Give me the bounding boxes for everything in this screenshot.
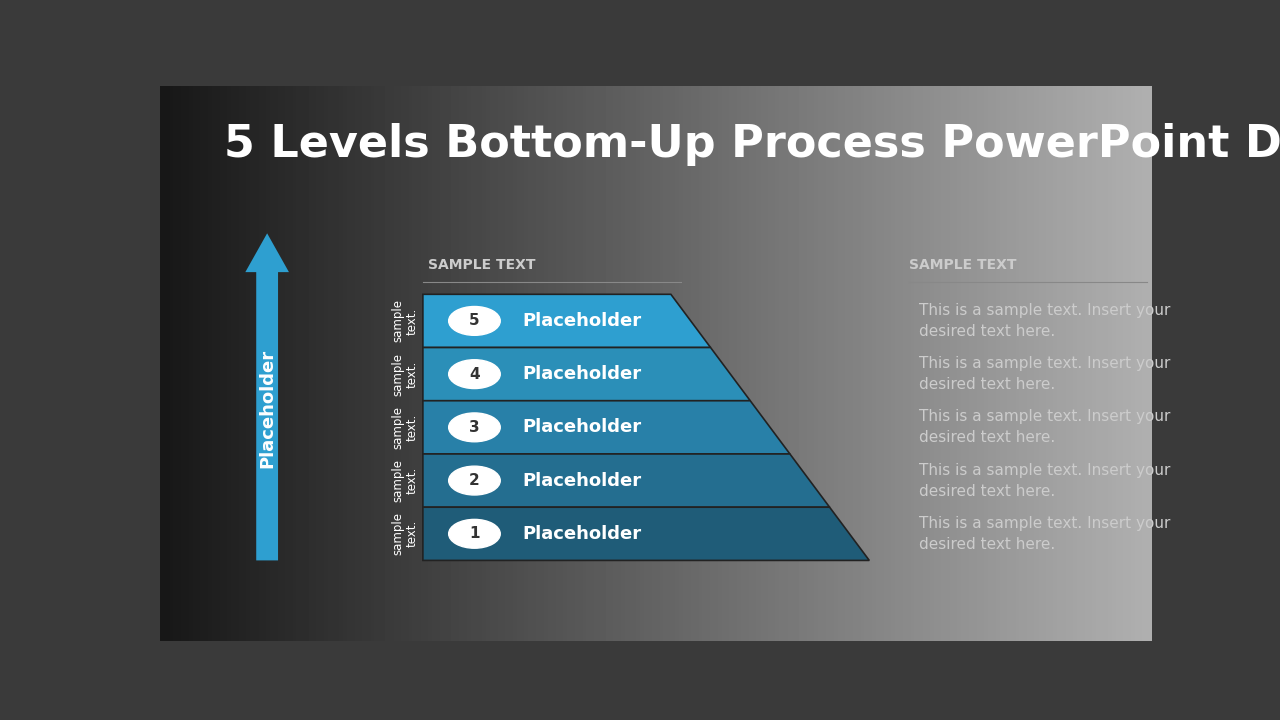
- Text: sample
text.: sample text.: [390, 406, 419, 449]
- Text: This is a sample text. Insert your
desired text here.: This is a sample text. Insert your desir…: [919, 356, 1170, 392]
- Text: 5: 5: [470, 313, 480, 328]
- Polygon shape: [246, 233, 289, 560]
- Polygon shape: [422, 401, 790, 454]
- Text: 2: 2: [468, 473, 480, 488]
- Text: Placeholder: Placeholder: [259, 348, 276, 467]
- Text: This is a sample text. Insert your
desired text here.: This is a sample text. Insert your desir…: [919, 462, 1170, 498]
- Polygon shape: [422, 454, 829, 507]
- Polygon shape: [422, 507, 869, 560]
- Text: 5 Levels Bottom-Up Process PowerPoint Diagram: 5 Levels Bottom-Up Process PowerPoint Di…: [224, 123, 1280, 166]
- Text: sample
text.: sample text.: [390, 459, 419, 502]
- Text: 1: 1: [470, 526, 480, 541]
- Text: sample
text.: sample text.: [390, 513, 419, 555]
- Circle shape: [449, 413, 500, 442]
- Text: Placeholder: Placeholder: [522, 365, 641, 383]
- Text: Placeholder: Placeholder: [522, 418, 641, 436]
- Text: 4: 4: [470, 366, 480, 382]
- Text: 3: 3: [470, 420, 480, 435]
- Text: sample
text.: sample text.: [390, 353, 419, 395]
- Text: SAMPLE TEXT: SAMPLE TEXT: [909, 258, 1016, 272]
- Circle shape: [449, 466, 500, 495]
- Text: This is a sample text. Insert your
desired text here.: This is a sample text. Insert your desir…: [919, 516, 1170, 552]
- Text: SAMPLE TEXT: SAMPLE TEXT: [428, 258, 535, 272]
- Polygon shape: [422, 348, 750, 401]
- Text: This is a sample text. Insert your
desired text here.: This is a sample text. Insert your desir…: [919, 303, 1170, 339]
- Polygon shape: [422, 294, 710, 348]
- Text: Placeholder: Placeholder: [522, 472, 641, 490]
- Circle shape: [449, 360, 500, 389]
- Text: Placeholder: Placeholder: [522, 525, 641, 543]
- Circle shape: [449, 307, 500, 336]
- Circle shape: [449, 519, 500, 548]
- Text: sample
text.: sample text.: [390, 300, 419, 343]
- Text: This is a sample text. Insert your
desired text here.: This is a sample text. Insert your desir…: [919, 410, 1170, 446]
- Text: Placeholder: Placeholder: [522, 312, 641, 330]
